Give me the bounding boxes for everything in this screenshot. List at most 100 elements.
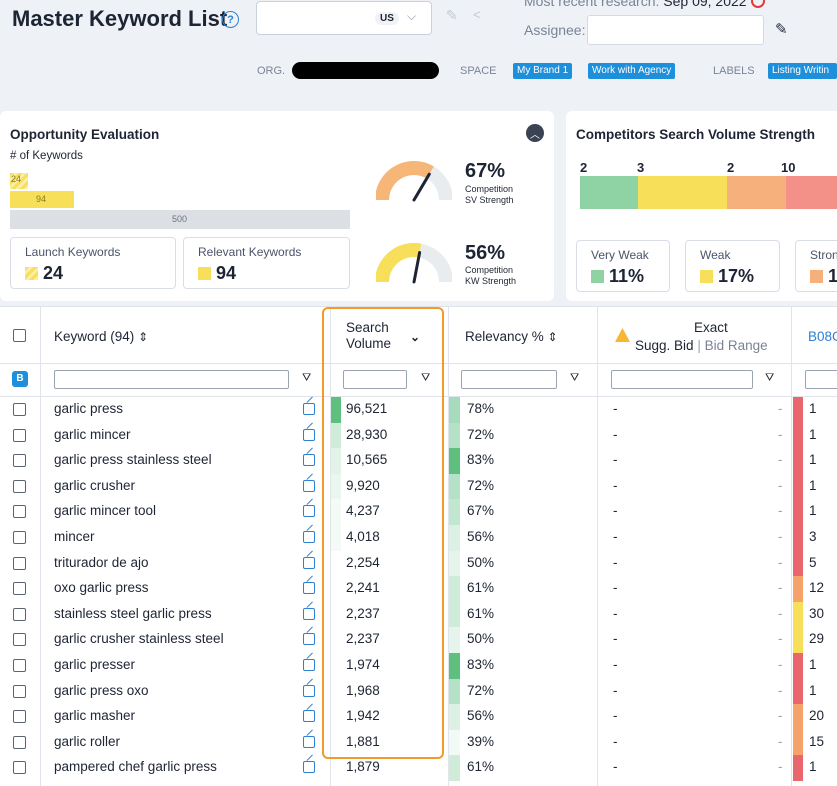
competitors-title: Competitors Search Volume Strength [576, 127, 816, 142]
external-link-icon[interactable] [303, 633, 315, 646]
search-volume-heat [331, 499, 341, 525]
row-checkbox[interactable] [13, 428, 26, 442]
table-row[interactable]: oxo garlic press 2,241 61% - - 12 [0, 576, 837, 602]
external-link-icon[interactable] [303, 531, 315, 543]
col-keyword[interactable]: Keyword (94) ⇕ [54, 329, 148, 344]
assignee-input[interactable] [587, 15, 764, 45]
external-link-icon[interactable] [303, 684, 315, 697]
collapse-icon[interactable]: ︿ [526, 124, 544, 142]
filter-icon[interactable]: ⛛ [421, 372, 431, 384]
help-icon[interactable]: ? [222, 11, 239, 28]
select-all-checkbox[interactable] [13, 329, 26, 342]
row-checkbox[interactable] [13, 479, 26, 493]
table-row[interactable]: garlic mincer 28,930 72% - - 1 [0, 422, 837, 449]
space-badge-agency[interactable]: Work with Agency [588, 63, 676, 79]
label-badge[interactable]: Listing Writin [768, 63, 837, 79]
relevancy-cell: 67% [467, 503, 495, 519]
segment-weak [638, 176, 727, 209]
row-checkbox[interactable] [13, 761, 26, 775]
sv-filter-input[interactable] [343, 370, 407, 389]
table-row[interactable]: garlic press 96,521 78% - - 1 [0, 397, 837, 423]
share-icon[interactable]: < [473, 7, 481, 22]
sort-icon[interactable]: ⇕ [547, 330, 558, 344]
chevron-down-icon[interactable]: ⌄ [410, 330, 421, 344]
row-checkbox[interactable] [13, 684, 26, 698]
relevancy-filter-input[interactable] [461, 370, 557, 389]
rank-heat [793, 525, 803, 551]
external-link-icon[interactable] [303, 761, 315, 774]
rank-heat [793, 601, 803, 628]
filter-icon[interactable]: ⛛ [302, 372, 312, 384]
search-volume-cell: 10,565 [346, 452, 388, 468]
external-link-icon[interactable] [303, 479, 315, 492]
external-link-icon[interactable] [303, 735, 315, 748]
col-sugg-bid[interactable]: Sugg. Bid | Bid Range [635, 338, 768, 353]
row-checkbox[interactable] [13, 531, 26, 544]
marketplace-value: US [375, 12, 399, 25]
sugg-bid-cell: - [613, 401, 618, 416]
row-checkbox[interactable] [13, 735, 26, 749]
total-bar [10, 210, 350, 229]
row-checkbox[interactable] [13, 454, 26, 468]
external-link-icon[interactable] [303, 556, 315, 569]
table-row[interactable]: garlic crusher 9,920 72% - - 1 [0, 473, 837, 500]
external-link-icon[interactable] [303, 403, 315, 415]
keyword-filter-input[interactable] [54, 370, 289, 389]
search-volume-cell: 96,521 [346, 401, 388, 416]
table-row[interactable]: pampered chef garlic press 1,879 61% - - 1 [0, 755, 837, 781]
labels-label: LABELS [713, 65, 755, 77]
row-checkbox[interactable] [13, 607, 26, 621]
marketplace-select[interactable]: US ⌵ [256, 1, 432, 35]
table-row[interactable]: garlic crusher stainless steel 2,237 50% - -… [0, 627, 837, 653]
search-volume-heat [331, 473, 341, 500]
table-row[interactable]: triturador de ajo 2,254 50% - - 5 [0, 550, 837, 577]
table-row[interactable]: mincer 4,018 56% - - 3 [0, 525, 837, 551]
table-row[interactable]: garlic mincer tool 4,237 67% - - 1 [0, 499, 837, 525]
external-link-icon[interactable] [303, 454, 315, 467]
space-badge-my-brand[interactable]: My Brand 1 [513, 63, 573, 79]
col-asin[interactable]: B08C [808, 329, 837, 344]
search-volume-heat [331, 550, 341, 577]
relevancy-cell: 61% [467, 605, 495, 621]
opportunity-subtitle: # of Keywords [10, 150, 83, 162]
row-checkbox[interactable] [13, 556, 26, 570]
table-row[interactable]: stainless steel garlic press 2,237 61% - - 30 [0, 601, 837, 628]
row-checkbox[interactable] [13, 403, 26, 416]
table-row[interactable]: garlic press stainless steel 10,565 83% - - 1 [0, 448, 837, 474]
asin-filter-input[interactable] [805, 370, 837, 389]
sugg-bid-cell: - [613, 708, 618, 724]
row-checkbox[interactable] [13, 505, 26, 519]
bid-filter-input[interactable] [611, 370, 753, 389]
row-checkbox[interactable] [13, 582, 26, 596]
external-link-icon[interactable] [303, 607, 315, 620]
search-volume-cell: 1,968 [346, 682, 380, 698]
rank-cell: 5 [809, 554, 817, 570]
row-checkbox[interactable] [13, 659, 26, 672]
external-link-icon[interactable] [303, 428, 315, 441]
edit-icon[interactable]: ✎ [775, 21, 788, 38]
sugg-bid-cell: - [613, 554, 618, 570]
sugg-bid-cell: - [613, 657, 618, 672]
filter-icon[interactable]: ⛛ [570, 372, 580, 384]
sugg-bid-cell: - [613, 452, 618, 468]
rank-heat [793, 397, 803, 423]
external-link-icon[interactable] [303, 710, 315, 723]
table-row[interactable]: garlic presser 1,974 83% - - 1 [0, 653, 837, 679]
search-volume-cell: 28,930 [346, 426, 388, 442]
table-row[interactable]: garlic press oxo 1,968 72% - - 1 [0, 678, 837, 705]
filter-badge[interactable]: B [12, 371, 28, 387]
external-link-icon[interactable] [303, 582, 315, 595]
col-sv-line1: Search [346, 320, 389, 335]
search-volume-heat [331, 653, 341, 679]
row-checkbox[interactable] [13, 633, 26, 647]
sort-icon[interactable]: ⇕ [138, 330, 149, 344]
table-row[interactable]: garlic roller 1,881 39% - - 15 [0, 729, 837, 756]
table-row[interactable]: garlic masher 1,942 56% - - 20 [0, 704, 837, 730]
external-link-icon[interactable] [303, 505, 315, 518]
filter-icon[interactable]: ⛛ [765, 372, 775, 384]
col-relevancy[interactable]: Relevancy % ⇕ [465, 329, 558, 344]
row-checkbox[interactable] [13, 710, 26, 724]
col-search-volume[interactable]: Search Volume [346, 320, 391, 352]
relevancy-heat [449, 422, 460, 449]
external-link-icon[interactable] [303, 659, 315, 671]
